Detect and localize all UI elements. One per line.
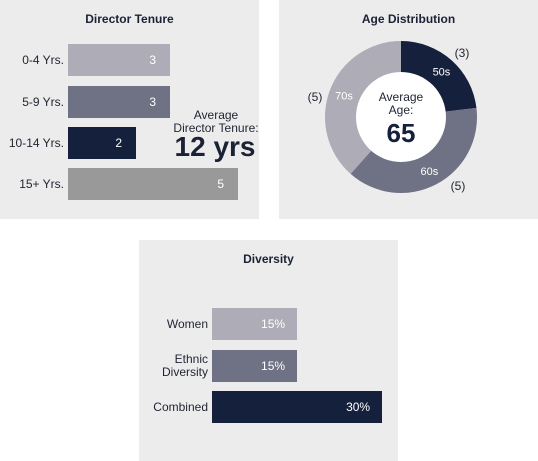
- age-slice-label: 50s: [433, 66, 451, 78]
- diversity-panel: Diversity Women 15% Ethnic Diversity 15% Comb…: [139, 240, 398, 461]
- age-slice-label: 70s: [335, 90, 353, 102]
- average-tenure-label: Average Director Tenure:: [168, 109, 264, 135]
- average-age-label-line1: Average: [379, 90, 424, 104]
- diversity-category-label: Women: [139, 316, 208, 331]
- tenure-bar-value: 3: [149, 53, 156, 67]
- tenure-bar-value: 3: [149, 95, 156, 109]
- tenure-bar-value: 2: [115, 136, 122, 150]
- tenure-bar: [68, 44, 170, 76]
- diversity-bar-value: 30%: [346, 400, 371, 414]
- diversity-category-label: Combined: [139, 399, 208, 414]
- tenure-bar: [68, 168, 238, 200]
- diversity-bar: [212, 391, 383, 423]
- average-age-label-line2: Age:: [389, 103, 414, 117]
- diversity-bar-value: 15%: [261, 317, 286, 331]
- age-donut-chart: 50s (3) 60s (5) 70s (5) Average Age: 65: [308, 41, 477, 193]
- tenure-category-label: 5-9 Yrs.: [22, 95, 64, 109]
- diversity-title: Diversity: [243, 252, 294, 266]
- director-tenure-title: Director Tenure: [85, 12, 174, 26]
- tenure-category-label: 0-4 Yrs.: [22, 53, 64, 67]
- tenure-category-label: 15+ Yrs.: [19, 177, 64, 191]
- age-slice-count: (5): [451, 179, 466, 193]
- average-tenure-value: 12 yrs: [174, 131, 256, 162]
- diversity-category-label: Ethnic Diversity: [139, 353, 208, 379]
- tenure-bar: [68, 127, 136, 159]
- diversity-category-label-line: Ethnic: [174, 352, 208, 366]
- age-distribution-title: Age Distribution: [361, 12, 456, 26]
- donut-center-hole: [356, 72, 446, 162]
- age-slice-count: (3): [455, 46, 470, 60]
- director-tenure-panel: Director Tenure 0-4 Yrs. 3 5-9 Yrs. 3 10-14 …: [0, 0, 259, 219]
- age-slice-count: (5): [308, 90, 323, 104]
- tenure-bar: [68, 86, 170, 118]
- age-slice-label: 60s: [420, 166, 438, 178]
- average-tenure-label-line1: Average: [193, 108, 239, 122]
- average-age-value: 65: [387, 118, 416, 148]
- diversity-bar-value: 15%: [261, 359, 286, 373]
- average-tenure-label-line2: Director Tenure:: [173, 121, 259, 135]
- diversity-category-label-line: Women: [166, 316, 208, 331]
- diversity-bar: [212, 350, 298, 382]
- diversity-category-label-line: Diversity: [161, 365, 208, 379]
- tenure-bar-value: 5: [217, 177, 224, 191]
- diversity-bar: [212, 308, 298, 340]
- diversity-category-label-line: Combined: [153, 399, 208, 414]
- age-distribution-panel: Age Distribution 50s (3) 60s (5) 70s (5) Aver…: [279, 0, 538, 219]
- tenure-category-label: 10-14 Yrs.: [8, 136, 64, 150]
